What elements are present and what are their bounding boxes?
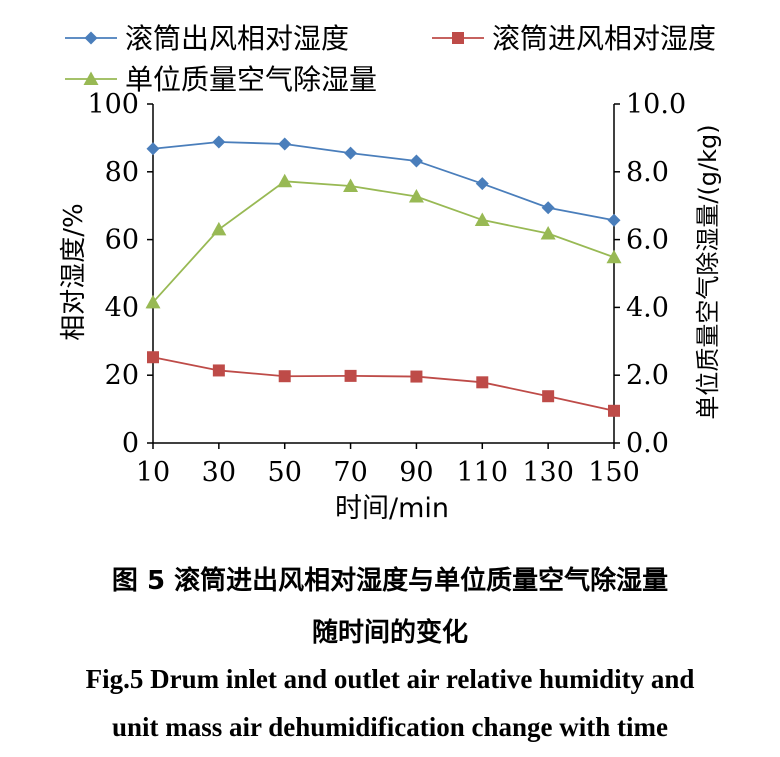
figure-caption-en-line2: unit mass air dehumidification change wi…: [111, 712, 669, 742]
figure-caption-cn-line1: 图 5 滚筒进出风相对湿度与单位质量空气除湿量: [111, 566, 669, 596]
y-left-tick-label: 40: [105, 292, 139, 323]
x-axis-label: 时间/min: [335, 493, 449, 524]
y-right-tick-label: 6.0: [626, 225, 669, 256]
data-point-series-2: [608, 404, 620, 417]
figure-caption-en-line1: Fig.5 Drum inlet and outlet air relative…: [85, 664, 695, 694]
y-right-tick-label: 10.0: [626, 89, 686, 120]
y-left-tick-label: 0: [122, 428, 139, 459]
series-line-1: [152, 141, 615, 222]
chart-series: [145, 135, 622, 417]
figure-caption-cn-line2: 随时间的变化: [311, 618, 468, 648]
series-line-2: [152, 356, 615, 412]
data-point-series-3: [211, 221, 227, 236]
y-right-tick-label: 8.0: [626, 157, 669, 188]
axis-ticks: 0 20 40 60 80 100 0.0 2.0 4.0 6.0 8.0 10.0 10 30 50 70 9…: [87, 89, 686, 488]
x-tick-label: 90: [399, 457, 433, 488]
data-point-series-2: [344, 369, 357, 382]
x-tick-label: 30: [202, 457, 236, 488]
data-point-series-3: [277, 173, 293, 188]
legend-marker-1: [84, 31, 98, 45]
data-point-series-1: [409, 154, 423, 168]
x-tick-label: 110: [457, 457, 509, 488]
data-point-series-3: [606, 249, 622, 264]
data-point-series-2: [410, 370, 423, 383]
data-point-series-2: [212, 364, 225, 377]
data-point-series-2: [476, 376, 489, 389]
legend-marker-2: [452, 32, 464, 44]
data-point-series-3: [145, 294, 161, 309]
data-point-series-3: [343, 178, 359, 193]
data-point-series-1: [344, 146, 358, 160]
y-right-tick-label: 2.0: [626, 360, 669, 391]
data-point-series-2: [542, 390, 555, 403]
series-line-3: [152, 180, 615, 303]
y-left-tick-label: 100: [87, 89, 139, 120]
x-tick-label: 130: [522, 457, 574, 488]
y-axis-right-label: 单位质量空气除湿量/(g/kg): [694, 124, 722, 419]
y-left-tick-label: 60: [105, 225, 139, 256]
data-point-series-1: [541, 201, 555, 215]
y-right-tick-label: 4.0: [626, 292, 669, 323]
x-tick-label: 50: [268, 457, 302, 488]
data-point-series-1: [278, 137, 292, 151]
data-point-series-1: [475, 177, 489, 191]
data-point-series-2: [147, 351, 159, 364]
legend-label-1: 滚筒出风相对湿度: [125, 22, 349, 55]
x-tick-label: 70: [333, 457, 367, 488]
data-point-series-1: [607, 213, 621, 227]
y-left-tick-label: 20: [105, 360, 139, 391]
legend-label-3: 单位质量空气除湿量: [125, 63, 377, 96]
y-axis-left-label: 相对湿度/%: [59, 203, 89, 340]
data-point-series-2: [278, 370, 291, 383]
data-point-series-3: [540, 225, 556, 240]
y-right-tick-label: 0.0: [626, 428, 669, 459]
data-point-series-1: [212, 135, 226, 149]
y-left-tick-label: 80: [105, 157, 139, 188]
chart-axes: [152, 104, 615, 444]
legend-label-2: 滚筒进风相对湿度: [492, 22, 716, 55]
x-tick-label: 150: [588, 457, 640, 488]
data-point-series-1: [146, 142, 160, 156]
legend-marker-3: [83, 71, 99, 85]
x-tick-label: 10: [136, 457, 170, 488]
data-point-series-3: [474, 212, 490, 226]
data-point-series-3: [408, 189, 424, 203]
